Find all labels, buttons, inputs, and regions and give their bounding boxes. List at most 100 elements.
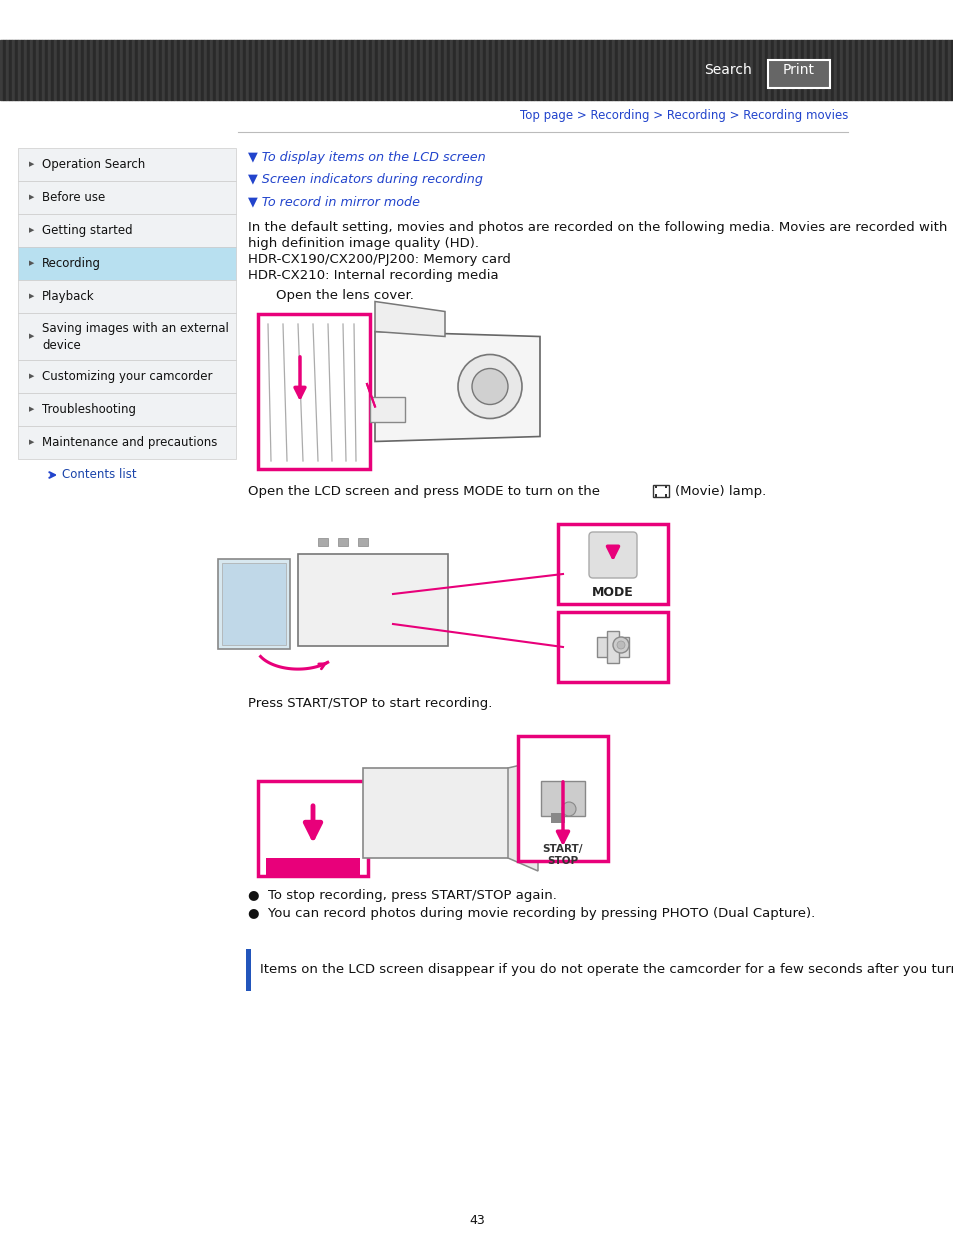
Bar — [752, 40, 755, 100]
Bar — [704, 40, 707, 100]
Bar — [932, 40, 935, 100]
Bar — [566, 40, 569, 100]
Bar — [893, 40, 896, 100]
Bar — [641, 40, 644, 100]
Bar — [366, 40, 369, 100]
Bar — [90, 40, 92, 100]
Bar — [266, 858, 359, 878]
Bar — [147, 40, 150, 100]
Bar — [527, 40, 531, 100]
Bar — [773, 40, 776, 100]
Bar — [458, 40, 461, 100]
Bar — [824, 40, 827, 100]
Bar — [531, 40, 534, 100]
Bar — [257, 40, 261, 100]
Bar — [335, 40, 338, 100]
Text: Operation Search: Operation Search — [42, 158, 145, 170]
Bar — [558, 524, 667, 604]
Bar — [282, 40, 285, 100]
Bar — [222, 563, 286, 645]
Bar — [759, 40, 761, 100]
Bar — [354, 40, 356, 100]
Bar — [18, 247, 235, 280]
Bar — [809, 40, 812, 100]
Bar — [812, 40, 815, 100]
Bar — [725, 40, 728, 100]
Bar — [935, 40, 938, 100]
Bar — [189, 40, 192, 100]
Bar — [173, 40, 177, 100]
Bar — [602, 40, 605, 100]
Bar — [720, 40, 722, 100]
Bar — [435, 40, 437, 100]
Bar — [767, 40, 770, 100]
Bar — [123, 40, 126, 100]
Bar — [117, 40, 120, 100]
Text: Open the lens cover.: Open the lens cover. — [275, 289, 414, 303]
Bar — [606, 631, 618, 663]
Bar — [192, 40, 194, 100]
Bar — [639, 40, 641, 100]
Bar — [63, 40, 66, 100]
Text: ▼ To record in mirror mode: ▼ To record in mirror mode — [248, 195, 419, 209]
Bar — [842, 40, 845, 100]
Bar — [905, 40, 908, 100]
Bar — [797, 40, 801, 100]
Bar — [231, 40, 233, 100]
Bar — [749, 40, 752, 100]
Bar — [746, 40, 749, 100]
Bar — [273, 40, 275, 100]
Bar — [99, 40, 102, 100]
Bar — [597, 637, 628, 657]
Bar — [416, 40, 419, 100]
Text: ▶: ▶ — [30, 162, 34, 168]
Bar — [3, 40, 6, 100]
Bar — [815, 40, 818, 100]
Bar — [791, 40, 794, 100]
Bar — [818, 40, 821, 100]
Bar — [18, 148, 235, 182]
Bar — [18, 426, 235, 459]
Bar — [393, 40, 395, 100]
Bar — [692, 40, 696, 100]
Bar — [36, 40, 39, 100]
Circle shape — [617, 641, 624, 650]
Bar — [845, 40, 848, 100]
Bar — [782, 40, 785, 100]
Bar — [701, 40, 704, 100]
Bar — [18, 182, 235, 214]
Bar — [204, 40, 207, 100]
Bar — [650, 40, 654, 100]
Bar — [384, 40, 387, 100]
Bar — [207, 40, 210, 100]
Bar — [363, 40, 366, 100]
Bar — [680, 40, 683, 100]
Text: Search: Search — [703, 63, 751, 77]
Bar — [39, 40, 42, 100]
Bar — [540, 781, 584, 816]
Bar — [629, 40, 633, 100]
Bar — [767, 61, 829, 88]
Text: device: device — [42, 338, 81, 352]
Bar — [516, 40, 518, 100]
Bar — [664, 485, 666, 488]
Bar — [426, 40, 429, 100]
Bar — [138, 40, 141, 100]
Bar — [872, 40, 875, 100]
Bar — [102, 40, 105, 100]
Bar — [278, 40, 282, 100]
Bar — [312, 40, 314, 100]
Bar — [159, 40, 162, 100]
Bar — [497, 40, 500, 100]
Bar — [198, 40, 201, 100]
Text: Open the LCD screen and press MODE to turn on the: Open the LCD screen and press MODE to tu… — [248, 484, 599, 498]
Bar — [66, 40, 69, 100]
Bar — [788, 40, 791, 100]
Bar — [510, 40, 513, 100]
Bar — [225, 40, 228, 100]
Bar — [69, 40, 71, 100]
Bar — [233, 40, 236, 100]
Bar — [944, 40, 947, 100]
Bar — [678, 40, 680, 100]
Bar — [755, 40, 759, 100]
